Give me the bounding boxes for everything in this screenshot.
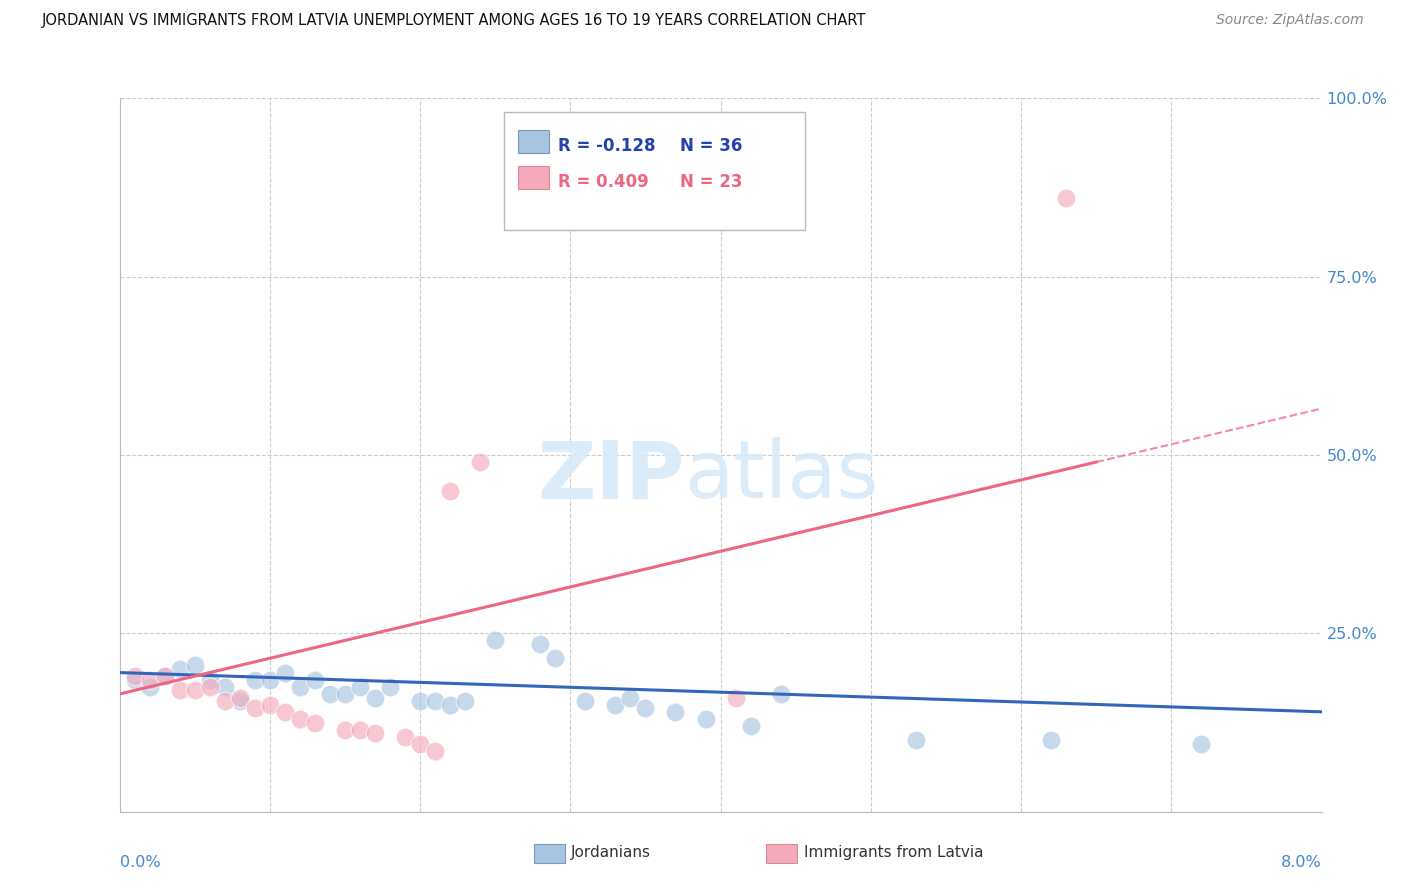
Point: [198, 673, 221, 687]
Point: [1189, 737, 1212, 751]
Point: [274, 665, 297, 680]
Point: [724, 690, 747, 705]
Point: [304, 673, 326, 687]
Point: [124, 673, 146, 687]
Point: [423, 744, 446, 758]
Point: [243, 701, 266, 715]
Point: [619, 690, 641, 705]
Point: [605, 698, 627, 712]
Point: [484, 633, 506, 648]
Point: [259, 673, 281, 687]
Text: 0.0%: 0.0%: [120, 855, 160, 870]
Point: [349, 723, 371, 737]
Point: [169, 683, 191, 698]
Point: [214, 680, 236, 694]
Point: [409, 737, 432, 751]
Point: [169, 662, 191, 676]
Text: N = 23: N = 23: [681, 173, 742, 191]
Point: [904, 733, 927, 747]
Point: [228, 690, 252, 705]
Point: [695, 712, 717, 726]
Point: [468, 455, 492, 469]
Point: [243, 673, 266, 687]
Point: [349, 680, 371, 694]
Point: [439, 698, 461, 712]
Point: [769, 687, 792, 701]
Point: [364, 690, 387, 705]
Text: Source: ZipAtlas.com: Source: ZipAtlas.com: [1216, 13, 1364, 28]
Text: Jordanians: Jordanians: [571, 846, 651, 860]
Point: [439, 483, 461, 498]
Text: JORDANIAN VS IMMIGRANTS FROM LATVIA UNEMPLOYMENT AMONG AGES 16 TO 19 YEARS CORRE: JORDANIAN VS IMMIGRANTS FROM LATVIA UNEM…: [42, 13, 866, 29]
Point: [304, 715, 326, 730]
Point: [228, 694, 252, 708]
Point: [288, 712, 311, 726]
Point: [259, 698, 281, 712]
Point: [153, 669, 176, 683]
Point: [214, 694, 236, 708]
Point: [333, 687, 356, 701]
Point: [319, 687, 342, 701]
Point: [634, 701, 657, 715]
Point: [423, 694, 446, 708]
Point: [1054, 191, 1077, 205]
Point: [574, 694, 596, 708]
Text: R = -0.128: R = -0.128: [558, 137, 655, 155]
Text: Immigrants from Latvia: Immigrants from Latvia: [804, 846, 984, 860]
Text: ZIP: ZIP: [537, 437, 685, 516]
Text: 8.0%: 8.0%: [1281, 855, 1322, 870]
Point: [454, 694, 477, 708]
Text: R = 0.409: R = 0.409: [558, 173, 648, 191]
Point: [274, 705, 297, 719]
Point: [544, 651, 567, 665]
Point: [1040, 733, 1063, 747]
Point: [529, 637, 551, 651]
Point: [364, 726, 387, 740]
Point: [198, 680, 221, 694]
Point: [740, 719, 762, 733]
Point: [409, 694, 432, 708]
Text: N = 36: N = 36: [681, 137, 742, 155]
Point: [378, 680, 401, 694]
Point: [124, 669, 146, 683]
Text: atlas: atlas: [685, 437, 879, 516]
Point: [394, 730, 416, 744]
Point: [288, 680, 311, 694]
Point: [138, 673, 160, 687]
Point: [183, 683, 205, 698]
Point: [153, 669, 176, 683]
Point: [333, 723, 356, 737]
Point: [183, 658, 205, 673]
Point: [664, 705, 686, 719]
Point: [138, 680, 160, 694]
